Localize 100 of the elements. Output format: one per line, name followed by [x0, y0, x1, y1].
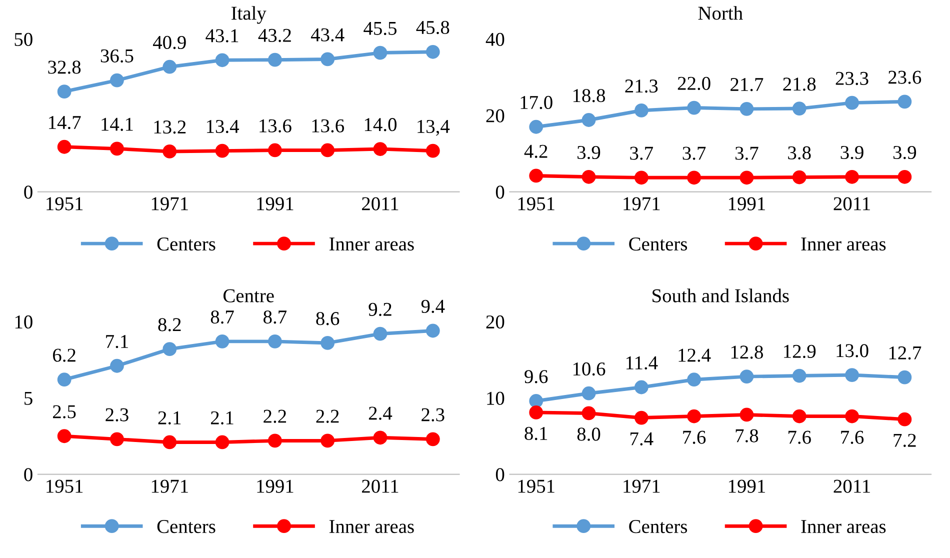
data-label: 4.2	[524, 144, 548, 158]
point	[57, 140, 72, 154]
data-label: 8.0	[577, 428, 600, 441]
y-tick-label: 0	[24, 468, 32, 482]
point	[687, 372, 702, 387]
x-tick-label: 1971	[152, 480, 188, 493]
x-tick-label: 2011	[362, 480, 398, 493]
point	[215, 334, 230, 348]
chart-title: South and Islands	[652, 288, 789, 302]
point	[529, 120, 544, 134]
data-label: 8.7	[210, 310, 234, 324]
data-label: 21.3	[625, 80, 658, 93]
data-label: 12.7	[889, 346, 922, 360]
data-label: 3.9	[893, 146, 916, 160]
point	[373, 142, 388, 156]
point	[110, 142, 124, 156]
data-label: 12.8	[731, 346, 763, 359]
point	[268, 434, 282, 448]
x-tick-label: 1971	[624, 480, 660, 493]
point	[426, 324, 440, 338]
point	[529, 406, 544, 420]
point	[426, 144, 440, 158]
legend-label: Centers	[629, 238, 688, 251]
data-label: 43.4	[310, 28, 344, 42]
data-label: 18.8	[573, 89, 606, 102]
data-label: 7.4	[630, 432, 654, 446]
data-label: 9.4	[421, 300, 445, 313]
data-label: 23.6	[888, 70, 922, 84]
point	[634, 380, 648, 394]
point	[215, 435, 230, 450]
point	[426, 44, 440, 59]
data-label: 21.8	[783, 78, 816, 91]
data-label: 23.3	[836, 72, 868, 86]
point	[426, 432, 440, 446]
point	[268, 143, 282, 158]
data-label: 7.6	[683, 430, 706, 444]
data-label: 7.8	[736, 429, 758, 442]
point	[373, 326, 388, 341]
legend-label: Centers	[157, 238, 216, 251]
data-label: 13.6	[312, 119, 344, 132]
point	[57, 429, 72, 444]
point	[373, 46, 388, 60]
point	[529, 168, 544, 183]
point	[740, 102, 754, 116]
point	[320, 143, 335, 158]
data-label: 12.9	[784, 344, 816, 358]
x-tick-label: 1991	[257, 480, 294, 493]
data-label: 8.1	[524, 426, 548, 440]
data-label: 3.9	[578, 146, 600, 160]
chart-title: Centre	[223, 289, 274, 302]
legend-label: Inner areas	[329, 238, 414, 251]
data-label: 21.7	[730, 78, 764, 92]
data-label: 2.2	[264, 410, 286, 423]
data-label: 3.9	[840, 146, 864, 160]
point	[634, 410, 648, 425]
point	[634, 170, 648, 185]
data-label: 7.2	[894, 434, 916, 447]
x-tick-label: 1951	[46, 480, 83, 493]
data-label: 13,4	[418, 120, 450, 136]
x-tick-label: 1951	[46, 197, 83, 210]
point	[740, 370, 754, 384]
data-label: 12.4	[678, 348, 711, 362]
y-tick-label: 40	[486, 32, 504, 46]
point	[687, 170, 702, 185]
x-tick-label: 1971	[624, 197, 660, 210]
data-label: 45.5	[364, 22, 396, 36]
point	[898, 412, 912, 426]
x-tick-label: 2011	[362, 197, 398, 210]
point	[582, 386, 596, 400]
data-label: 43.2	[258, 28, 291, 42]
point	[320, 52, 335, 66]
point	[215, 144, 230, 158]
chart-title: Italy	[232, 6, 266, 24]
point	[740, 170, 754, 185]
y-tick-label: 20	[486, 315, 504, 329]
y-tick-label: 20	[486, 109, 504, 122]
point	[215, 53, 230, 68]
x-tick-label: 2011	[834, 197, 870, 210]
point	[57, 84, 72, 99]
data-label: 36.5	[100, 49, 134, 63]
legend-label: Centers	[629, 520, 688, 534]
data-label: 14.7	[49, 116, 81, 130]
data-label: 3.7	[682, 146, 706, 160]
point	[162, 144, 177, 158]
data-label: 22.0	[678, 76, 710, 90]
point	[268, 334, 282, 348]
point	[110, 73, 124, 88]
y-tick-label: 0	[496, 186, 504, 199]
data-label: 43.1	[206, 29, 238, 42]
point	[634, 104, 648, 118]
data-label: 7.6	[788, 430, 811, 444]
point	[898, 170, 912, 184]
point	[740, 408, 754, 422]
point	[110, 358, 124, 373]
y-tick-label: 50	[14, 32, 32, 46]
data-label: 3.8	[788, 146, 811, 160]
point	[320, 336, 335, 350]
x-tick-label: 1951	[518, 480, 554, 493]
point	[320, 434, 335, 448]
point	[845, 368, 859, 382]
